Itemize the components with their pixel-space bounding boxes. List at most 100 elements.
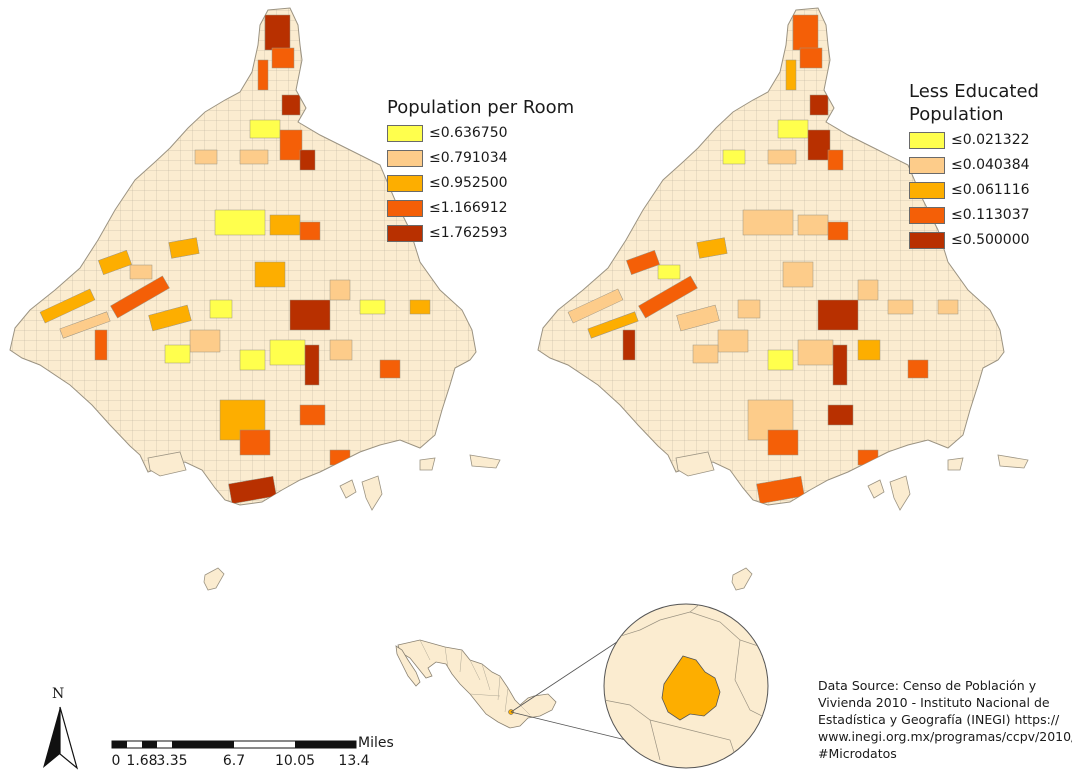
legend-left-label-3: ≤0.952500 — [429, 175, 508, 191]
north-arrow-icon — [43, 706, 79, 770]
choropleth-patch — [254, 261, 286, 288]
legend-less-educated: Less Educated Population ≤0.021322 ≤0.040… — [909, 80, 1059, 251]
source-link[interactable]: www.inegi.org.mx/programas/ccpv/2010/ — [818, 729, 1072, 744]
choropleth-patch — [214, 209, 266, 236]
legend-left-swatch-3 — [387, 174, 423, 192]
choropleth-patch — [281, 94, 301, 116]
choropleth-patch — [692, 344, 719, 364]
choropleth-patch — [239, 429, 271, 456]
choropleth-patch — [587, 311, 639, 339]
legend-right-label-2: ≤0.040384 — [951, 157, 1030, 173]
choropleth-patch — [767, 149, 797, 165]
less-educated-population-map — [537, 7, 1029, 591]
choropleth-patch — [264, 14, 291, 51]
choropleth-patch — [622, 329, 636, 361]
choropleth-patch — [299, 149, 316, 171]
choropleth-patch — [164, 344, 191, 364]
inset-connector-bottom — [510, 711, 627, 741]
choropleth-patch — [168, 237, 200, 259]
choropleth-patch — [696, 237, 728, 259]
legend-title-left: Population per Room — [387, 97, 575, 118]
choropleth-patch — [827, 149, 844, 171]
legend-left-item-3: ≤0.952500 — [387, 172, 577, 194]
choropleth-patches-right — [567, 14, 959, 505]
choropleth-patch — [257, 59, 269, 91]
legend-left-swatch-5 — [387, 224, 423, 242]
choropleth-patch — [767, 429, 799, 456]
legend-left-swatch-2 — [387, 149, 423, 167]
legend-left-swatch-4 — [387, 199, 423, 217]
legend-population-per-room: Population per Room ≤0.636750 ≤0.791034 ≤0… — [387, 96, 577, 244]
choropleth-patch — [785, 59, 797, 91]
choropleth-patch — [907, 359, 929, 379]
choropleth-patch — [239, 349, 266, 371]
scale-tick-5: 13.4 — [338, 753, 370, 769]
choropleth-patch — [799, 47, 823, 69]
legend-right-item-1: ≤0.021322 — [909, 129, 1059, 151]
scale-tick-1: 1.68 — [126, 753, 158, 769]
legend-left-label-5: ≤1.762593 — [429, 225, 508, 241]
choropleth-patch — [937, 299, 959, 315]
legend-left-item-1: ≤0.636750 — [387, 122, 577, 144]
choropleth-patch — [567, 288, 624, 324]
legend-right-label-4: ≤0.113037 — [951, 207, 1030, 223]
legend-title-right-line2: Population — [909, 104, 1004, 125]
choropleth-patch — [409, 299, 431, 315]
legend-right-item-2: ≤0.040384 — [909, 154, 1059, 176]
legend-left-label-1: ≤0.636750 — [429, 125, 508, 141]
north-label: N — [52, 686, 65, 702]
source-line: Vivienda 2010 - Instituto Nacional de — [818, 695, 1050, 710]
legend-right-swatch-2 — [909, 156, 945, 174]
choropleth-patch — [299, 221, 321, 241]
choropleth-patch — [657, 264, 681, 280]
choropleth-patches-left — [39, 14, 431, 505]
choropleth-patch — [742, 209, 794, 236]
population-per-room-map — [9, 7, 501, 591]
scale-tick-0: 0 — [111, 753, 121, 769]
legend-items-left: ≤0.636750 ≤0.791034 ≤0.952500 ≤1.166912 ≤1.7… — [387, 122, 577, 244]
legend-left-item-5: ≤1.762593 — [387, 222, 577, 244]
legend-left-label-4: ≤1.166912 — [429, 200, 508, 216]
choropleth-patch — [209, 299, 233, 319]
legend-right-label-1: ≤0.021322 — [951, 132, 1030, 148]
source-line: Data Source: Censo de Población y — [818, 678, 1037, 693]
choropleth-patch — [676, 304, 720, 332]
legend-right-label-5: ≤0.500000 — [951, 232, 1030, 248]
choropleth-patch — [857, 339, 881, 361]
mexico-outline — [397, 639, 557, 729]
choropleth-patch — [189, 329, 221, 353]
choropleth-patch — [817, 299, 859, 331]
choropleth-patch — [148, 304, 192, 332]
choropleth-patch — [857, 279, 879, 301]
choropleth-patch — [722, 149, 746, 165]
choropleth-patch — [797, 214, 829, 236]
legend-title-right-line1: Less Educated — [909, 81, 1039, 102]
choropleth-patch — [827, 221, 849, 241]
choropleth-patch — [39, 288, 96, 324]
choropleth-patch — [279, 129, 303, 161]
legend-right-swatch-4 — [909, 206, 945, 224]
scale-tick-4: 10.05 — [274, 753, 316, 769]
choropleth-patch — [299, 404, 326, 426]
choropleth-patch — [329, 339, 353, 361]
legend-left-swatch-1 — [387, 124, 423, 142]
choropleth-patch — [792, 14, 819, 51]
choropleth-patch — [887, 299, 914, 315]
choropleth-patch — [194, 149, 218, 165]
scale-tick-2: 3.35 — [156, 753, 188, 769]
choropleth-patch — [359, 299, 386, 315]
choropleth-patch — [329, 449, 351, 466]
legend-left-item-2: ≤0.791034 — [387, 147, 577, 169]
choropleth-patch — [269, 214, 301, 236]
mexico-state-lines — [419, 639, 531, 716]
legend-right-swatch-1 — [909, 131, 945, 149]
choropleth-patch — [857, 449, 879, 466]
choropleth-patch — [59, 311, 111, 339]
scale-tick-3: 6.7 — [222, 753, 246, 769]
legend-right-swatch-3 — [909, 181, 945, 199]
legend-right-item-4: ≤0.113037 — [909, 204, 1059, 226]
choropleth-patch — [289, 299, 331, 331]
choropleth-patch — [228, 475, 277, 505]
baja-california — [395, 645, 421, 687]
